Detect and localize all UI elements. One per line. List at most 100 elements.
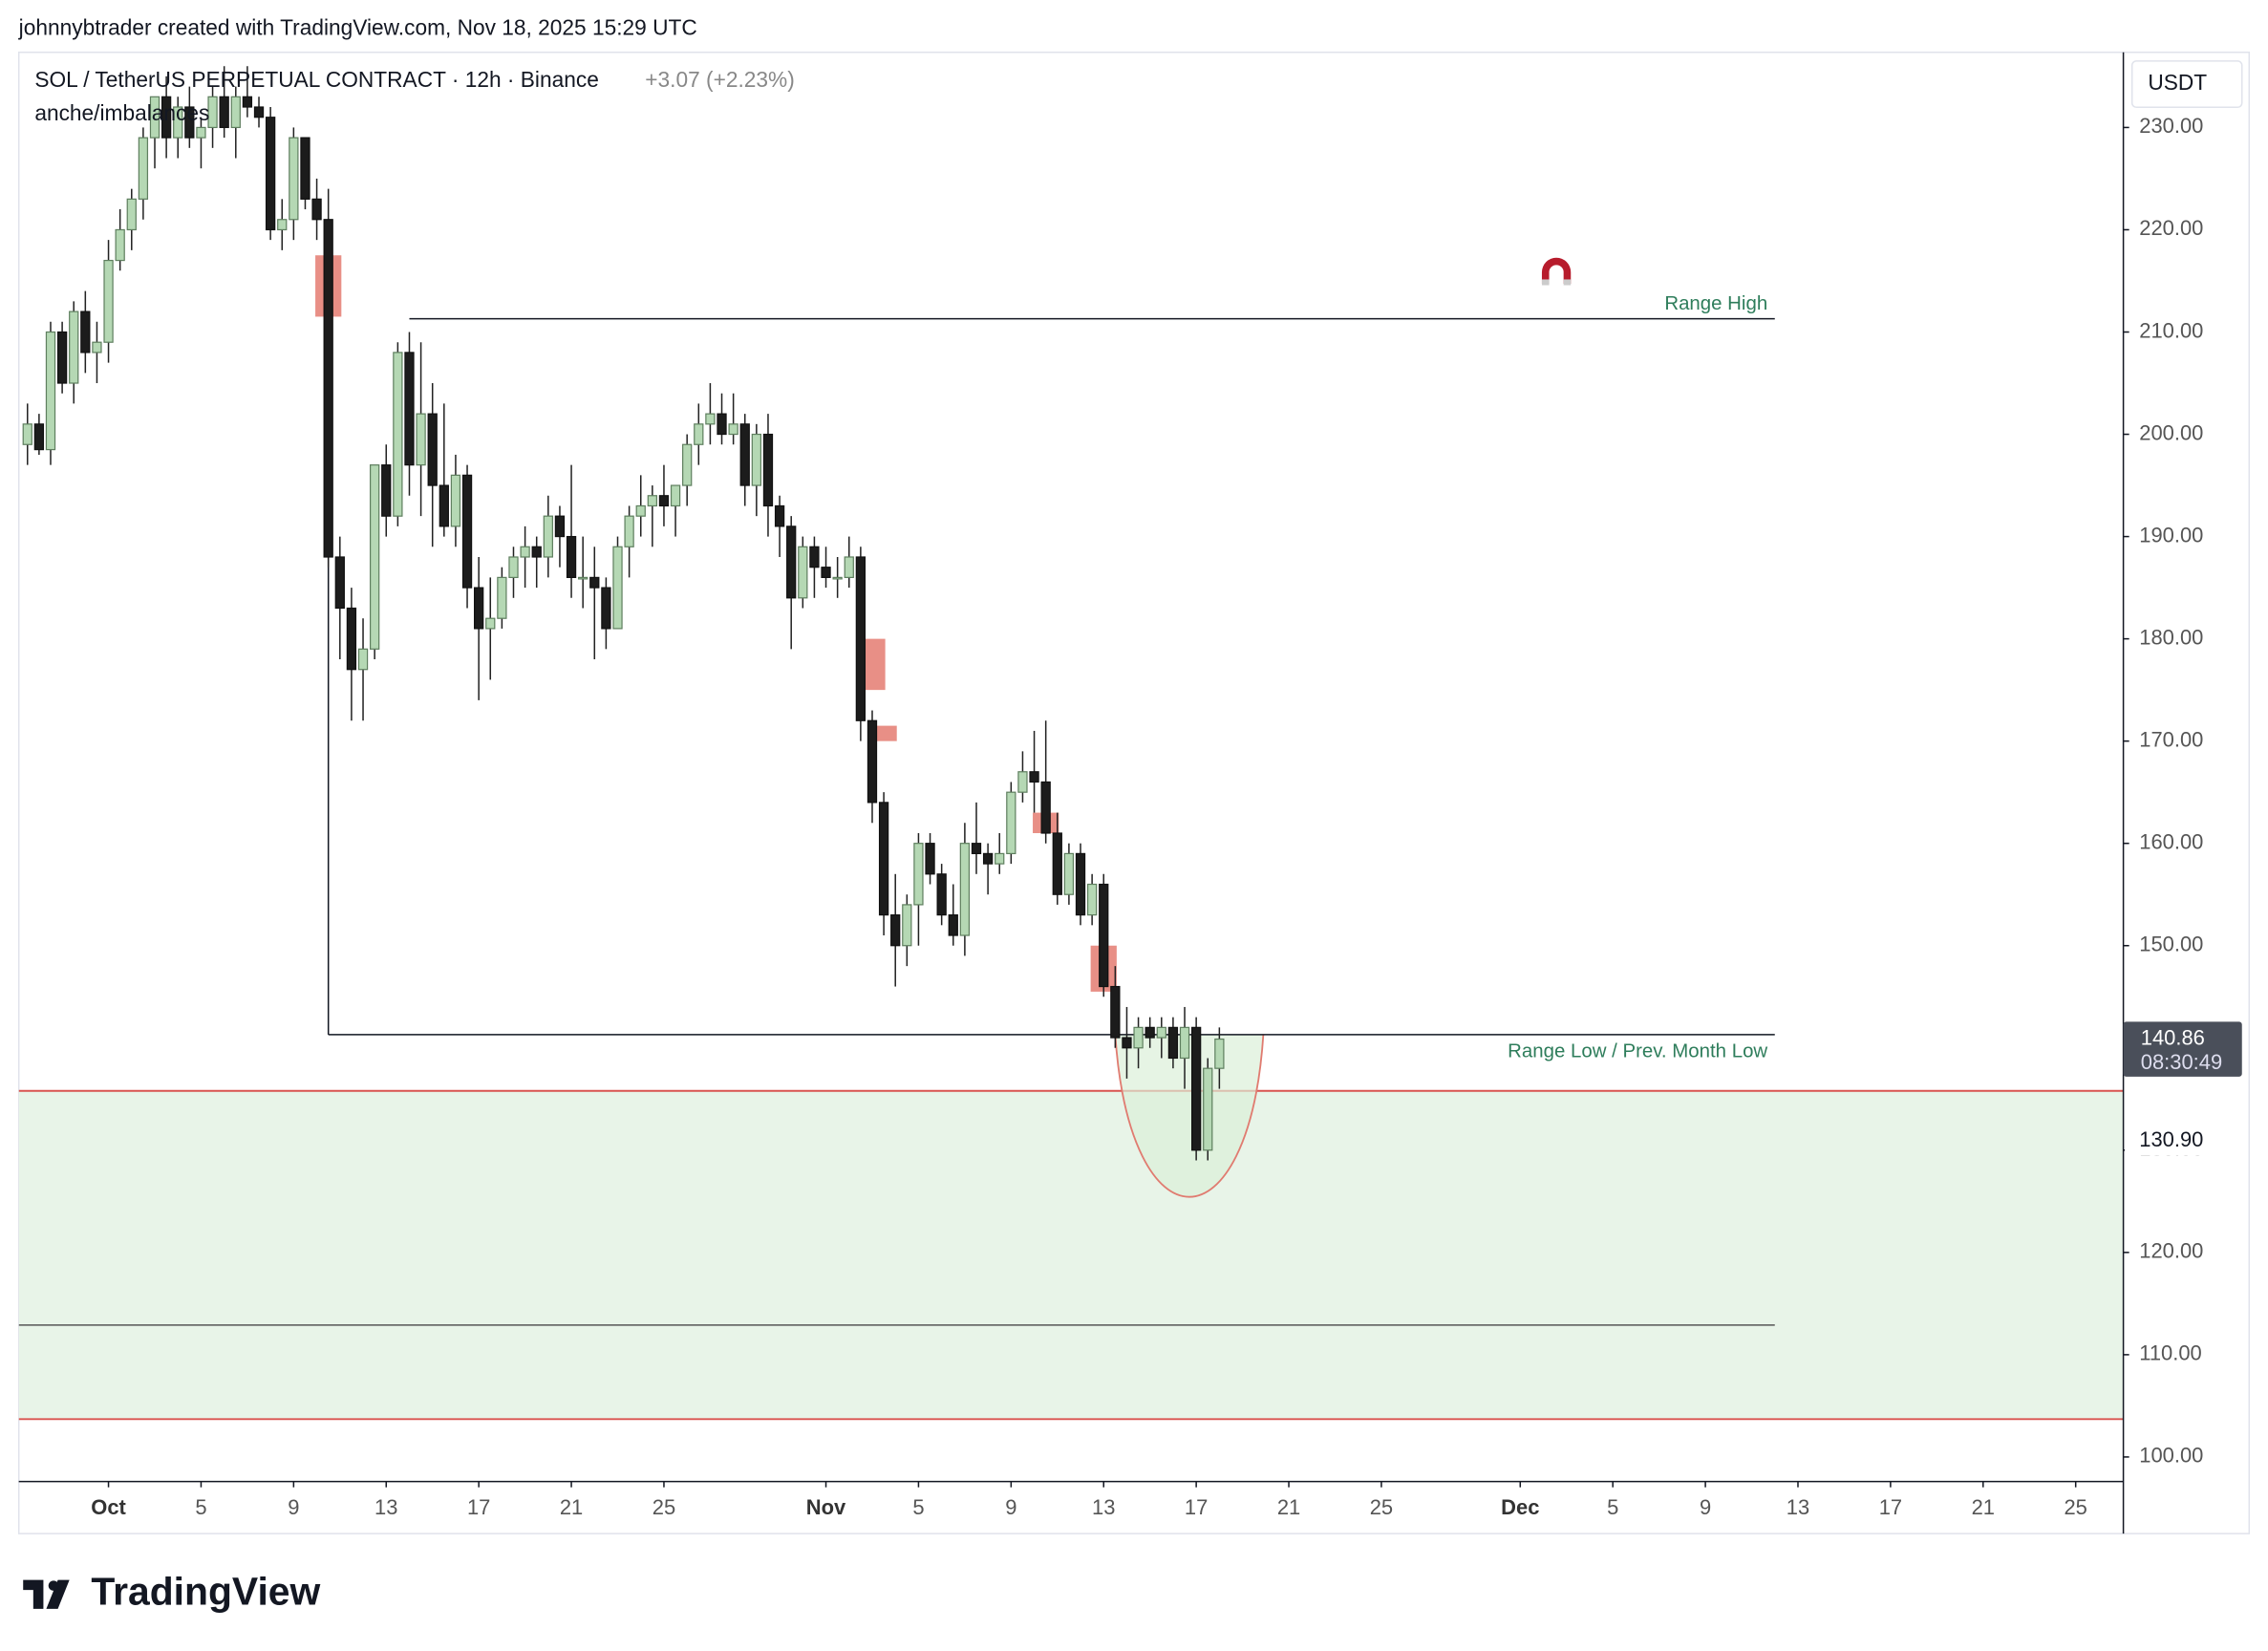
candle-body	[635, 504, 646, 517]
candle-body	[1122, 1037, 1132, 1049]
candle-body	[45, 331, 56, 451]
candle-body	[543, 515, 553, 558]
curve	[1114, 1034, 1265, 1198]
x-tick-label: 9	[288, 1495, 299, 1519]
y-tick-label: 200.00	[2139, 420, 2203, 444]
candle-body	[160, 96, 172, 139]
x-tick-label: 9	[1005, 1495, 1016, 1519]
candle-body	[369, 464, 380, 650]
x-tick-label: 17	[1185, 1495, 1208, 1519]
candle-body	[658, 495, 670, 507]
candle-body	[461, 474, 473, 589]
credit: johnnybtrader created with TradingView.c…	[18, 15, 697, 40]
x-tick-label: 21	[560, 1495, 583, 1519]
candle-body	[867, 719, 878, 804]
candle-body	[936, 873, 947, 916]
zone	[18, 1090, 2124, 1420]
x-tick-label: Nov	[806, 1495, 846, 1519]
candle-body	[381, 464, 392, 517]
candle-body	[762, 433, 774, 507]
candle-body	[184, 106, 195, 139]
candle-body	[1063, 852, 1075, 895]
x-tick-label: 5	[1607, 1495, 1618, 1519]
y-tick-label: 100.00	[2139, 1444, 2203, 1468]
candle-body	[357, 648, 369, 671]
range-high-label: Range High	[1664, 293, 1767, 314]
candle-body	[566, 535, 577, 578]
x-tick-label: 25	[653, 1495, 675, 1519]
y-tick-label: 150.00	[2139, 933, 2203, 956]
candle-body	[138, 137, 149, 200]
logo-text: TradingView	[91, 1570, 320, 1614]
level-label: 130.90	[2139, 1127, 2203, 1151]
indicator: anche/imbalances	[34, 100, 209, 125]
candle-body	[404, 352, 415, 466]
candle-body	[253, 106, 265, 118]
x-tick-label: 13	[1787, 1495, 1809, 1519]
candle-body	[821, 567, 831, 578]
candle-body	[786, 525, 797, 599]
x-tick-label: 13	[1092, 1495, 1115, 1519]
candle-body	[1203, 1067, 1213, 1151]
candle-body	[890, 914, 901, 947]
candle-body	[1017, 771, 1028, 793]
candle-body	[289, 137, 299, 221]
candle-body	[265, 117, 276, 231]
currency-box[interactable]	[2130, 60, 2243, 109]
candle-body	[1179, 1026, 1190, 1060]
candle-body	[207, 96, 218, 129]
magnet-icon	[1541, 257, 1572, 286]
last-price-box	[2123, 1021, 2242, 1077]
candle-body	[149, 96, 160, 139]
candle-body	[1086, 883, 1098, 916]
candle-body	[416, 413, 426, 466]
candle-body	[474, 587, 484, 630]
candle-body	[751, 433, 762, 486]
x-tick-label: Dec	[1501, 1495, 1539, 1519]
x-tick-label: Oct	[91, 1495, 126, 1519]
candle-body	[682, 443, 693, 486]
candle-body	[173, 106, 183, 139]
candle-body	[277, 219, 288, 231]
candle-body	[531, 546, 542, 558]
candle-body	[832, 576, 843, 580]
candle-body	[1099, 883, 1109, 988]
y-tick-label: 210.00	[2139, 318, 2203, 342]
y-tick-label: 160.00	[2139, 829, 2203, 853]
candle-body	[300, 137, 310, 200]
candle-body	[485, 617, 496, 630]
candle-body	[925, 843, 935, 875]
candle-body	[554, 515, 566, 538]
candle-body	[809, 546, 820, 568]
last-price: 140.86	[2141, 1025, 2205, 1049]
x-tick-label: 5	[912, 1495, 924, 1519]
candle-body	[878, 802, 889, 916]
candle-body	[1133, 1026, 1144, 1049]
x-tick-label: 5	[195, 1495, 206, 1519]
candle-body	[230, 96, 241, 129]
candle-body	[694, 423, 704, 445]
candle-body	[948, 914, 958, 936]
candle-body	[902, 904, 912, 947]
candle-body	[844, 556, 854, 578]
candle-body	[670, 484, 681, 507]
candle-body	[982, 852, 994, 865]
candle-body	[728, 423, 738, 436]
candle-body	[624, 515, 634, 547]
frame	[17, 51, 2251, 1534]
candle-body	[612, 546, 623, 630]
candle-body	[578, 576, 588, 580]
currency: USDT	[2148, 70, 2207, 95]
candle-body	[717, 413, 727, 436]
candle-body	[959, 843, 971, 936]
y-tick-label: 190.00	[2139, 523, 2203, 547]
candle-body	[393, 352, 403, 517]
candle-body	[334, 556, 345, 610]
candle-body	[601, 587, 611, 630]
x-tick-label: 9	[1700, 1495, 1711, 1519]
candle-body	[774, 504, 785, 527]
candle-body	[1110, 985, 1121, 1039]
change: +3.07 (+2.23%)	[645, 67, 795, 92]
y-tick-label: 170.00	[2139, 727, 2203, 751]
